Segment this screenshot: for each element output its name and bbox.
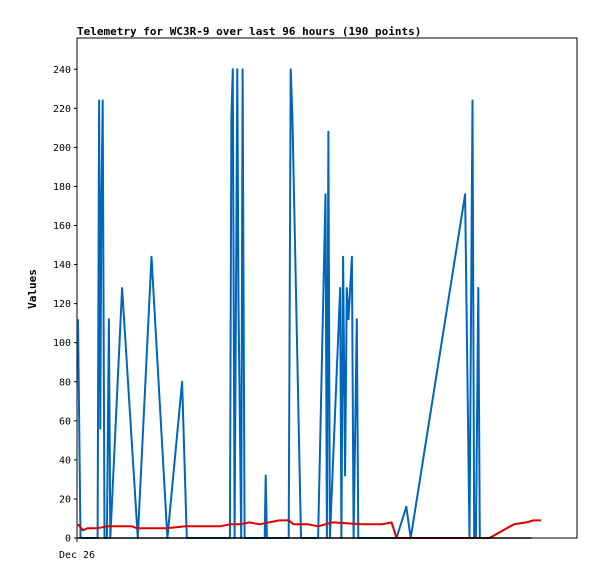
y-axis-label: Values bbox=[26, 269, 39, 309]
y-tick-label: 120 bbox=[53, 299, 71, 310]
y-tick-label: 140 bbox=[53, 260, 71, 271]
y-tick-label: 20 bbox=[59, 494, 71, 505]
y-tick-label: 0 bbox=[65, 534, 71, 545]
y-tick-label: 80 bbox=[59, 377, 71, 388]
x-axis: Dec 26 bbox=[59, 538, 95, 561]
y-tick-label: 40 bbox=[59, 455, 71, 466]
y-tick-label: 160 bbox=[53, 221, 71, 232]
y-tick-label: 180 bbox=[53, 182, 71, 193]
y-tick-label: 220 bbox=[53, 104, 71, 115]
y-tick-label: 200 bbox=[53, 143, 71, 154]
y-tick-label: 240 bbox=[53, 65, 71, 76]
series-layer bbox=[77, 68, 541, 539]
y-tick-label: 100 bbox=[53, 338, 71, 349]
y-tick-label: 60 bbox=[59, 416, 71, 427]
chart-title: Telemetry for WC3R-9 over last 96 hours … bbox=[77, 25, 421, 38]
x-tick-label: Dec 26 bbox=[59, 550, 95, 561]
y-axis: 0 20 40 60 80 100 120 140 160 180 200 220 240 bbox=[53, 65, 77, 545]
